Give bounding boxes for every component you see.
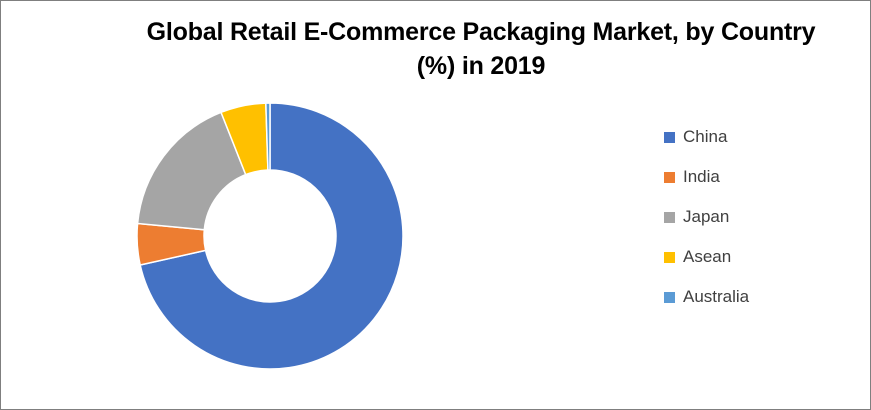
slice-china: [139, 102, 404, 370]
legend-swatch: [664, 132, 675, 143]
chart-legend: China India Japan Asean Australia: [664, 127, 864, 327]
legend-label: Asean: [683, 247, 732, 266]
legend-item-china: China: [664, 127, 864, 147]
legend-label: China: [683, 127, 728, 146]
legend-label: Japan: [683, 207, 730, 226]
legend-swatch: [664, 292, 675, 303]
legend-label: Australia: [683, 287, 750, 306]
legend-swatch: [664, 172, 675, 183]
legend-item-india: India: [664, 167, 864, 187]
chart-title-line-1: Global Retail E-Commerce Packaging Marke…: [146, 18, 816, 46]
donut-slices: [136, 102, 404, 370]
legend-item-australia: Australia: [664, 287, 864, 307]
legend-item-asean: Asean: [664, 247, 864, 267]
legend-label: India: [683, 167, 720, 186]
slice-australia: [265, 102, 271, 171]
legend-swatch: [664, 252, 675, 263]
chart-title-line-2: (%) in 2019: [416, 52, 546, 80]
chart-title: Global Retail E-Commerce Packaging Marke…: [111, 15, 851, 83]
slice-japan: [136, 111, 247, 231]
legend-swatch: [664, 212, 675, 223]
legend-item-japan: Japan: [664, 207, 864, 227]
